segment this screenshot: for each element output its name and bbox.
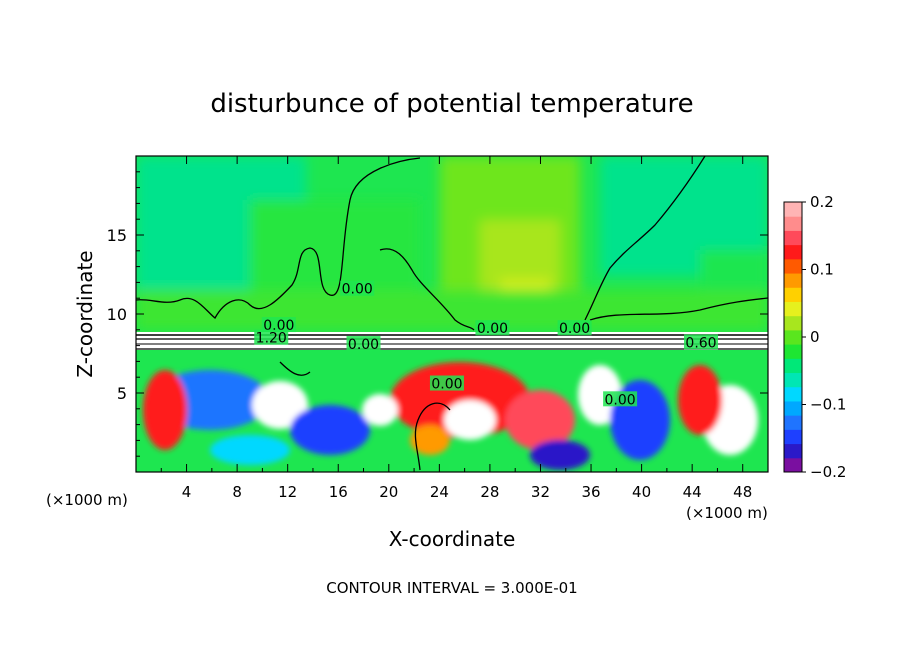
x-axis-title: X-coordinate (389, 527, 516, 551)
colorbar-swatch (784, 202, 802, 217)
x-tick-label: 40 (632, 483, 651, 501)
field-blob (290, 405, 370, 455)
colorbar-swatch (784, 372, 802, 388)
contour-label: 0.00 (477, 321, 508, 337)
y-tick-label: 5 (117, 384, 127, 403)
inversion-band (136, 332, 768, 350)
plot-area (136, 156, 768, 472)
contour-label: 0.00 (431, 377, 462, 393)
colorbar-swatch (784, 400, 802, 416)
field-blob (530, 440, 590, 470)
colorbar-swatch (784, 216, 802, 231)
contour-label-bg (346, 336, 381, 352)
colorbar-tick-label: 0.1 (810, 261, 834, 279)
x-unit-label: (×1000 m) (686, 504, 768, 522)
contour-label-bg (603, 391, 638, 407)
x-tick-label: 36 (581, 483, 600, 501)
contour-label: 0.00 (348, 337, 379, 353)
y-axis-title: Z-coordinate (73, 250, 97, 377)
x-tick-label: 12 (278, 483, 297, 501)
contour-interval-note: CONTOUR INTERVAL = 3.000E-01 (326, 579, 577, 597)
field-blob (362, 394, 398, 426)
contour-label: 0.00 (605, 392, 636, 408)
colorbar-swatch (784, 301, 802, 317)
colorbar-tick-label: 0 (810, 328, 820, 346)
colorbar-swatch (784, 244, 802, 260)
contour-label-bg (261, 317, 296, 333)
field-blob (444, 400, 496, 440)
field-blob (410, 425, 450, 455)
colorbar-swatch (784, 344, 802, 359)
x-tick-label: 32 (531, 483, 550, 501)
x-tick-label: 8 (232, 483, 242, 501)
turbulent-blobs (143, 362, 758, 470)
x-tick-label: 24 (430, 483, 449, 501)
colorbar-swatch (784, 230, 802, 246)
colorbar: 0.2 0.1 0 −0.1 −0.2 (783, 193, 846, 481)
field-blob (678, 365, 722, 435)
contour-label-bg (684, 334, 719, 350)
upper-field-shading (136, 156, 768, 330)
colorbar-swatch (784, 386, 802, 402)
contour-label-bg (429, 375, 464, 391)
contour-label-bg (475, 320, 510, 336)
colorbar-swatch (784, 415, 802, 430)
colorbar-swatch (784, 358, 802, 374)
field-blob (252, 381, 308, 429)
contour-label-bg (340, 280, 375, 296)
contour-label: 0.00 (342, 282, 373, 298)
contour-lines (136, 156, 768, 471)
colorbar-tick-label: −0.1 (810, 396, 846, 414)
x-tick-label: 16 (329, 483, 348, 501)
field-blob (143, 370, 187, 450)
z-unit-label: (×1000 m) (46, 491, 128, 509)
y-axis: 5 10 15 (107, 171, 768, 457)
colorbar-swatch (784, 287, 802, 302)
colorbar-swatch (784, 443, 802, 459)
colorbar-tick-label: 0.2 (810, 193, 834, 211)
field-blob (210, 435, 290, 465)
colorbar-swatch (784, 273, 802, 288)
colorbar-swatch (784, 258, 802, 274)
colorbar-swatch (784, 329, 802, 345)
chart-title: disturbunce of potential temperature (210, 89, 693, 119)
y-tick-label: 10 (107, 305, 127, 324)
contour-label: 1.20 (256, 331, 287, 347)
contour-label-bg (254, 329, 289, 345)
x-tick-label: 20 (379, 483, 398, 501)
contour-label: 0.60 (685, 335, 716, 351)
colorbar-swatch (784, 457, 802, 473)
y-tick-label: 15 (107, 226, 127, 245)
contour-label-layer: 0.000.001.200.00 0.000.600.000.000.00 (254, 280, 719, 408)
contour-label: 0.00 (559, 321, 590, 337)
x-tick-label: 4 (182, 483, 192, 501)
field-blob (505, 390, 575, 450)
colorbar-tick-label: −0.2 (810, 463, 846, 481)
colorbar-swatch (784, 429, 802, 445)
contour-label-bg (557, 320, 592, 336)
x-axis: 4 8 12 16 20 24 28 32 36 40 44 48 (160, 156, 752, 501)
x-tick-label: 28 (480, 483, 499, 501)
colorbar-swatch (784, 315, 802, 331)
x-tick-label: 48 (733, 483, 752, 501)
x-tick-label: 44 (683, 483, 702, 501)
